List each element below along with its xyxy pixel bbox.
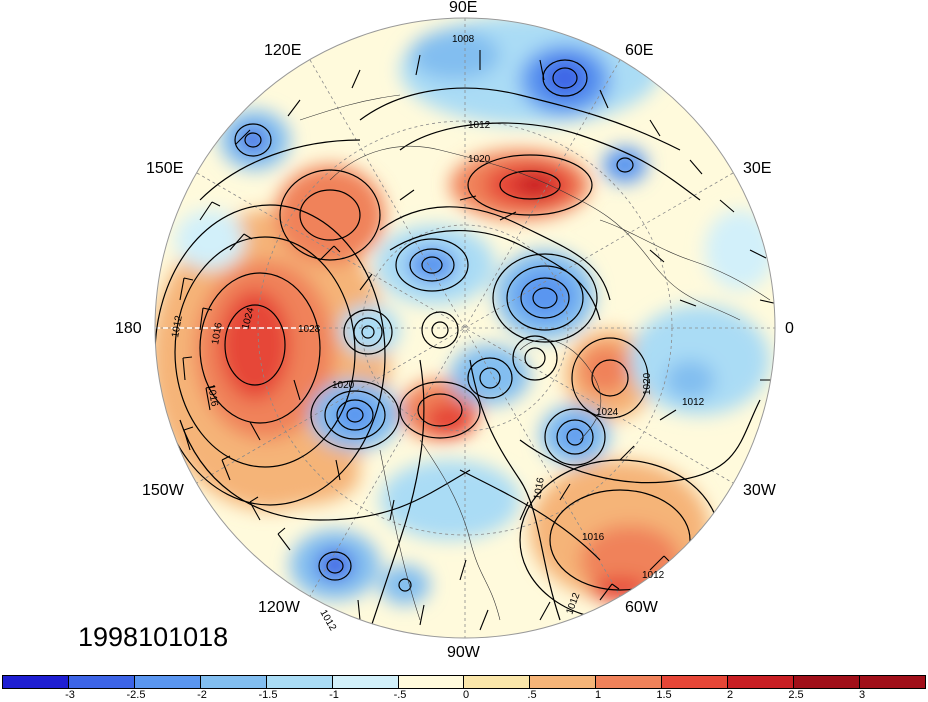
colorbar-cell [266,676,333,688]
colorbar-tick-label: -2.5 [126,689,146,701]
contour-label: 1020 [642,372,653,395]
lon-label-150e: 150E [146,160,184,177]
date-label: 1998101018 [78,622,229,652]
coastlines [299,94,771,621]
colorbar-cell [68,676,135,688]
colorbar-tick-label: 2.5 [788,689,804,701]
contour-label: 1012 [682,397,705,408]
colorbar-tick-label: 1 [594,689,602,701]
contour-label: 1020 [468,154,491,165]
lon-label-90e: 90E [449,0,478,16]
colorbar-tick-label: .5 [527,689,537,701]
colorbar-tick-label: 1.5 [656,689,672,701]
colorbar-tick-label: 3 [858,689,866,701]
contour-label: 1016 [532,476,547,500]
contour-label: 1008 [452,34,475,45]
lon-label-120w: 120W [258,599,300,616]
lon-label-0: 0 [785,320,794,337]
contour-label: 1016 [210,321,225,345]
contour-label: 1016 [205,384,220,408]
contour-label: 1012 [642,570,665,581]
lon-label-30e: 30E [743,160,772,177]
colorbar-cell [134,676,201,688]
colorbar-tick-label: 2 [726,689,734,701]
contour-label: 1024 [596,407,619,418]
lon-label-150w: 150W [142,482,184,499]
colorbar-cell [398,676,465,688]
colorbar-cell [728,676,795,688]
colorbar-tick-label: -1 [329,689,339,701]
colorbar-cell [596,676,663,688]
colorbar-cell [530,676,597,688]
colorbar-cell [859,676,925,688]
colorbar-cell [200,676,267,688]
colorbar-tick-label: 0 [462,689,470,701]
lon-label-120e: 120E [264,42,302,59]
colorbar [2,675,926,689]
map-boundary [154,17,776,639]
colorbar-cell [332,676,399,688]
colorbar-tick-label: -1.5 [258,689,278,701]
contour-label: 1028 [298,324,321,335]
lon-label-60w: 60W [625,599,658,616]
lon-label-60e: 60E [625,42,654,59]
contour-label: 1020 [332,380,355,391]
lon-label-30w: 30W [743,482,776,499]
colorbar-tick-label: -2 [197,689,207,701]
contour-label: 1012 [468,120,491,131]
contour-label: 1012 [317,608,338,633]
lon-label-180: 180 [115,320,142,337]
colorbar-cell [3,676,69,688]
lon-label-90w: 90W [447,644,480,661]
colorbar-tick-label: -3 [65,689,75,701]
colorbar-cell [794,676,860,688]
graticule [155,18,775,638]
contour-label: 1012 [170,314,185,338]
isobars [155,59,761,631]
colorbar-cell [662,676,729,688]
colorbar-tick-label: -.5 [393,689,407,701]
contour-label: 1016 [582,532,605,543]
colorbar-cell [464,676,531,688]
